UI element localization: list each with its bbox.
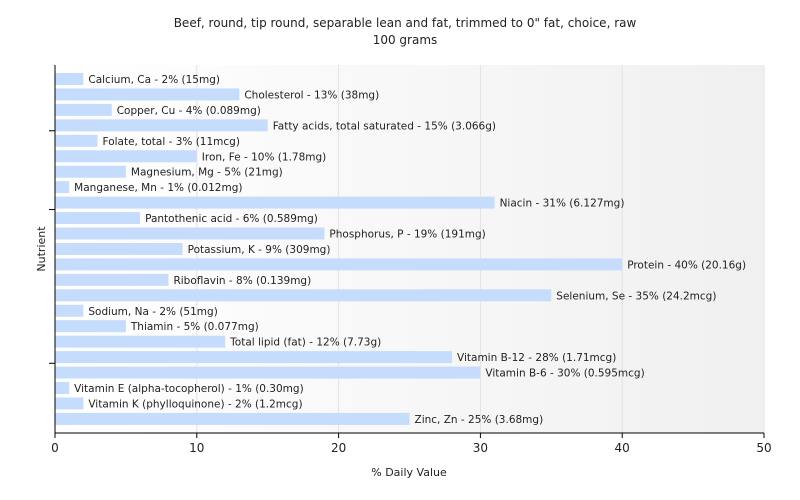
- bar-label-19: Vitamin B-12 - 28% (1.71mcg): [457, 352, 616, 364]
- bar-label-16: Sodium, Na - 2% (51mg): [88, 306, 217, 318]
- bar-label-12: Potassium, K - 9% (309mg): [188, 244, 331, 256]
- bar-8: [55, 181, 70, 194]
- bar-13: [55, 258, 623, 271]
- x-tick-label-0: 0: [51, 441, 59, 455]
- bar-label-4: Fatty acids, total saturated - 15% (3.06…: [273, 120, 496, 132]
- bar-1: [55, 73, 84, 85]
- bars: Calcium, Ca - 2% (15mg) Cholesterol - 13%…: [55, 73, 746, 426]
- bar-12: [55, 242, 183, 255]
- bar-10: [55, 212, 141, 225]
- bar-label-18: Total lipid (fat) - 12% (7.73g): [229, 337, 381, 349]
- bar-label-14: Riboflavin - 8% (0.139mg): [173, 275, 311, 287]
- bar-label-23: Zinc, Zn - 25% (3.68mg): [415, 414, 544, 426]
- bar-19: [55, 351, 453, 364]
- x-tick-label-10: 10: [189, 441, 204, 455]
- x-axis-label: % Daily Value: [371, 466, 447, 479]
- x-tick-label-50: 50: [756, 441, 771, 455]
- bar-11: [55, 227, 325, 240]
- bar-21: [55, 382, 70, 394]
- bar-label-6: Iron, Fe - 10% (1.78mg): [202, 151, 326, 163]
- bar-6: [55, 150, 197, 163]
- bar-label-17: Thiamin - 5% (0.077mg): [130, 321, 259, 333]
- x-tick-label-30: 30: [473, 441, 488, 455]
- bar-label-7: Magnesium, Mg - 5% (21mg): [131, 167, 283, 179]
- bar-label-2: Cholesterol - 13% (38mg): [244, 89, 379, 101]
- bar-16: [55, 304, 84, 317]
- bar-label-9: Niacin - 31% (6.127mg): [500, 198, 625, 210]
- bar-label-13: Protein - 40% (20.16g): [627, 259, 746, 271]
- bar-9: [55, 196, 495, 209]
- chart-title: Beef, round, tip round, separable lean a…: [174, 16, 637, 30]
- bar-17: [55, 320, 126, 333]
- bar-label-10: Pantothenic acid - 6% (0.589mg): [145, 213, 318, 225]
- bar-14: [55, 273, 169, 286]
- bar-2: [55, 88, 240, 101]
- bar-label-21: Vitamin E (alpha-tocopherol) - 1% (0.30m…: [74, 383, 304, 395]
- x-tick-label-20: 20: [331, 441, 346, 455]
- bar-label-11: Phosphorus, P - 19% (191mg): [329, 229, 485, 241]
- bar-20: [55, 366, 481, 379]
- bar-label-3: Copper, Cu - 4% (0.089mg): [117, 105, 261, 117]
- bar-22: [55, 397, 84, 410]
- y-axis-label: Nutrient: [35, 226, 48, 272]
- bar-15: [55, 289, 552, 302]
- bar-label-22: Vitamin K (phylloquinone) - 2% (1.2mcg): [88, 398, 302, 410]
- bar-5: [55, 134, 98, 147]
- bar-3: [55, 103, 112, 116]
- bar-23: [55, 412, 410, 425]
- axes: 0 10 20 30 40 50: [49, 65, 772, 455]
- chart-subtitle: 100 grams: [373, 33, 438, 47]
- x-tick-label-40: 40: [615, 441, 630, 455]
- bar-label-20: Vitamin B-6 - 30% (0.595mcg): [485, 368, 644, 380]
- bar-label-8: Manganese, Mn - 1% (0.012mg): [74, 182, 242, 194]
- bar-4: [55, 119, 268, 132]
- bar-18: [55, 335, 226, 348]
- bar-label-1: Calcium, Ca - 2% (15mg): [88, 74, 220, 86]
- bar-label-5: Folate, total - 3% (11mcg): [103, 136, 240, 148]
- bar-7: [55, 165, 126, 178]
- bar-label-15: Selenium, Se - 35% (24.2mcg): [556, 290, 716, 302]
